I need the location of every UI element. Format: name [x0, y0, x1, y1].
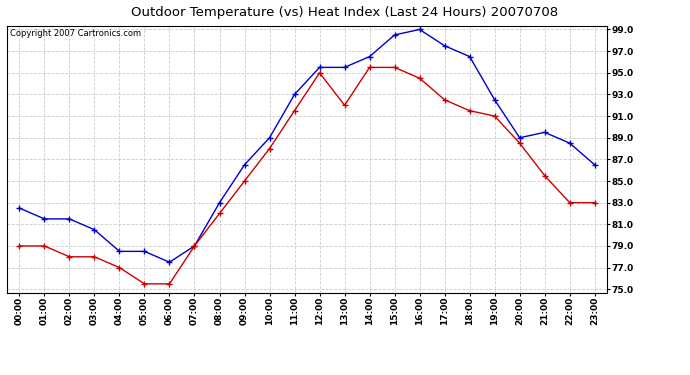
Text: Copyright 2007 Cartronics.com: Copyright 2007 Cartronics.com	[10, 29, 141, 38]
Text: Outdoor Temperature (vs) Heat Index (Last 24 Hours) 20070708: Outdoor Temperature (vs) Heat Index (Las…	[131, 6, 559, 19]
